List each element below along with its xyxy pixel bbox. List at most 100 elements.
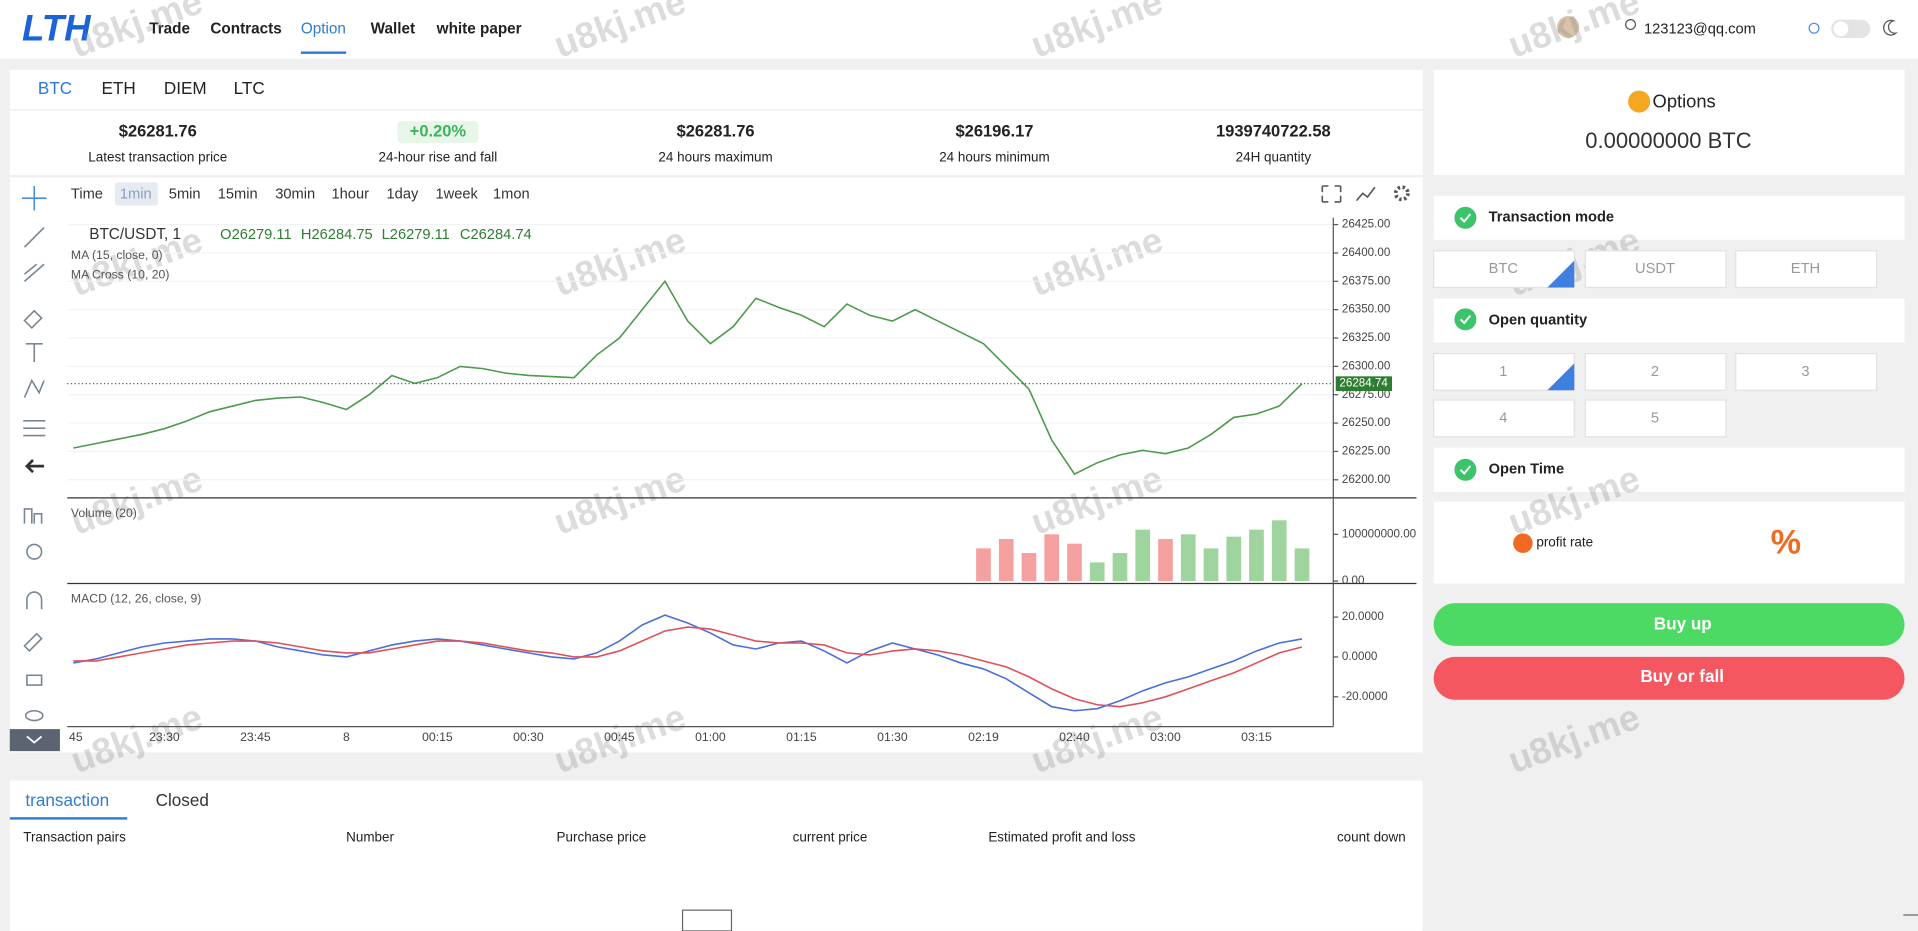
interval-button[interactable]: 5min — [169, 186, 201, 202]
interval-active — [114, 182, 158, 206]
brush-tool[interactable] — [23, 309, 43, 330]
chip-label: 3 — [1801, 364, 1809, 380]
option-chip[interactable] — [1735, 250, 1878, 289]
check-mark — [1459, 315, 1472, 325]
chart-actions — [1321, 185, 1410, 203]
magnet-tool[interactable] — [26, 591, 43, 610]
fib-tool[interactable] — [23, 263, 45, 283]
column-header: Purchase price — [557, 830, 647, 845]
measure-tool[interactable] — [23, 420, 46, 437]
lock-draw-tool[interactable] — [23, 632, 43, 652]
macd-line — [73, 626, 1303, 708]
option-chip[interactable] — [1584, 352, 1727, 391]
coin-icon — [1628, 90, 1651, 113]
indicator-label: MA (15, close, 0) — [71, 248, 163, 262]
volume-bar — [1226, 536, 1242, 582]
interval-button[interactable]: 1mon — [493, 186, 530, 202]
coin-tab[interactable]: BTC — [38, 79, 72, 98]
volume-bar — [1249, 529, 1264, 582]
nav-item[interactable]: Wallet — [371, 20, 415, 37]
interval-button[interactable]: 1week — [435, 186, 478, 202]
volume-bar — [1021, 553, 1037, 582]
option-chip[interactable] — [1432, 399, 1575, 438]
option-chip[interactable] — [1432, 352, 1575, 391]
lock-tool[interactable] — [26, 674, 43, 686]
check-icon — [1454, 308, 1477, 331]
chart-panel — [9, 177, 1423, 753]
indicator-icon[interactable] — [1355, 186, 1376, 202]
interval-button[interactable]: 1day — [387, 186, 419, 202]
nav-item[interactable]: Option — [301, 20, 346, 37]
ruler-tool[interactable] — [23, 508, 43, 524]
interval-button[interactable]: 1min — [120, 186, 152, 202]
avatar — [1557, 15, 1580, 38]
interval-button[interactable]: 30min — [275, 186, 315, 202]
pattern-tool[interactable] — [23, 378, 45, 398]
y-tick-label: 0.00 — [1342, 574, 1365, 587]
nav-item[interactable]: Trade — [149, 20, 190, 37]
volume-bar — [1271, 520, 1287, 582]
chip-label: USDT — [1635, 261, 1675, 277]
volume-bar — [976, 548, 991, 582]
stat-value: $26281.76 — [119, 123, 197, 141]
moon-icon[interactable] — [1883, 19, 1898, 36]
volume-bar — [1180, 534, 1196, 582]
interval-button[interactable]: 1hour — [331, 186, 369, 202]
line-tool[interactable] — [23, 227, 45, 248]
orders-tab[interactable]: Closed — [156, 791, 209, 810]
y-tick-label: 100000000.00 — [1342, 527, 1416, 540]
coin-tab[interactable]: ETH — [102, 79, 136, 98]
x-tick-label: 01:15 — [786, 730, 817, 744]
logo: LTH — [22, 7, 92, 48]
user-email[interactable]: 123123@qq.com — [1644, 21, 1756, 37]
stat-label: 24 hours minimum — [939, 149, 1050, 164]
interval-button[interactable]: Time — [71, 186, 103, 202]
ohlc-value: H26284.75 — [301, 227, 373, 243]
tab-underline — [9, 817, 128, 820]
user-icon — [1625, 19, 1637, 31]
y-tick-label: -20.0000 — [1342, 690, 1388, 703]
price-line — [73, 279, 1303, 476]
macd-line — [73, 614, 1303, 712]
buy-up-button[interactable] — [1433, 603, 1905, 646]
profit-value: % — [1771, 523, 1801, 561]
nav-active-underline — [300, 51, 347, 54]
interval-button[interactable]: 15min — [218, 186, 258, 202]
fullscreen-icon[interactable] — [1321, 185, 1342, 203]
y-tick-label: 20.0000 — [1342, 610, 1384, 623]
x-tick-label: 01:00 — [695, 730, 726, 744]
column-header: Estimated profit and loss — [988, 830, 1135, 845]
volume-bar — [1112, 553, 1128, 582]
coin-tab[interactable]: LTC — [234, 79, 265, 98]
y-tick-label: 26350.00 — [1342, 303, 1390, 316]
back-tool[interactable] — [25, 459, 45, 474]
collapse-button[interactable] — [9, 729, 60, 752]
buy-fall-button[interactable] — [1433, 656, 1905, 700]
volume-bar — [1203, 548, 1219, 582]
stat-value: 1939740722.58 — [1216, 123, 1331, 141]
option-chip[interactable] — [1584, 250, 1727, 289]
zoom-tool[interactable] — [26, 543, 43, 560]
orders-tab[interactable]: transaction — [25, 791, 109, 810]
column-header: Number — [346, 830, 394, 845]
market-panel — [9, 69, 1423, 175]
x-tick-label: 00:30 — [513, 730, 544, 744]
settings-icon[interactable] — [1393, 185, 1410, 202]
ohlc-value: C26284.74 — [460, 227, 532, 243]
check-icon — [1454, 458, 1477, 481]
coin-tab[interactable]: DIEM — [164, 79, 207, 98]
column-header: count down — [1337, 830, 1406, 845]
nav-item[interactable]: Contracts — [210, 20, 281, 37]
text-tool[interactable] — [25, 342, 43, 363]
nav-item[interactable]: white paper — [436, 20, 522, 37]
sun-icon[interactable] — [1808, 22, 1820, 34]
option-chip[interactable] — [1735, 352, 1878, 391]
x-tick-label: 8 — [343, 730, 350, 744]
eye-tool[interactable] — [24, 709, 44, 722]
option-chip[interactable] — [1584, 399, 1727, 438]
toggle-knob — [1833, 21, 1849, 37]
crosshair-tool[interactable] — [22, 185, 47, 211]
option-chip[interactable] — [1432, 250, 1575, 289]
